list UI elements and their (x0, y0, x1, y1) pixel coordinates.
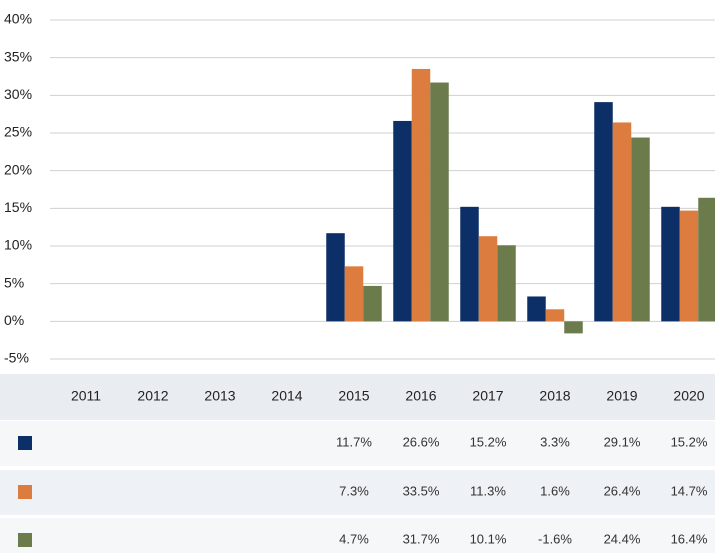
y-tick-label: 5% (4, 274, 24, 290)
table-cell: 4.7% (339, 531, 369, 546)
table-cell: 10.1% (470, 531, 507, 546)
y-tick-label: 35% (4, 48, 32, 64)
bar (344, 266, 364, 322)
bar (631, 137, 650, 322)
bar (527, 296, 546, 322)
table-header-label: 2019 (606, 388, 637, 404)
table-cell: 33.5% (403, 483, 440, 498)
table-cell: 24.4% (604, 531, 641, 546)
table-cell: 11.7% (336, 434, 372, 449)
legend-swatch (18, 533, 32, 547)
bar (612, 122, 632, 322)
table-row-bg (0, 470, 715, 515)
bar (430, 82, 449, 322)
legend-swatch (18, 485, 32, 499)
bar (460, 206, 479, 322)
table-header-label: 2014 (271, 388, 302, 404)
table-header-label: 2011 (71, 388, 101, 404)
table-cell: 15.2% (470, 434, 507, 449)
y-tick-label: 0% (4, 312, 24, 328)
table-cell: 31.7% (403, 531, 440, 546)
table-row-bg (0, 518, 715, 553)
y-tick-label: -5% (4, 350, 29, 366)
bar (363, 285, 382, 322)
table-header-bg (0, 374, 715, 420)
table-header-label: 2017 (472, 388, 503, 404)
y-tick-label: 30% (4, 86, 32, 102)
bar (661, 206, 680, 322)
table-header-label: 2016 (405, 388, 436, 404)
table-header-label: 2015 (338, 388, 369, 404)
table-cell: 11.3% (470, 483, 506, 498)
table-cell: 16.4% (671, 531, 708, 546)
y-tick-label: 10% (4, 237, 32, 253)
table-cell: 1.6% (540, 483, 570, 498)
table-cell: 29.1% (604, 434, 641, 449)
y-tick-label: 20% (4, 161, 32, 177)
table-cell: 7.3% (339, 483, 369, 498)
bar (679, 210, 699, 322)
y-tick-label: 15% (4, 199, 32, 215)
bar (564, 321, 583, 334)
bar (594, 102, 613, 322)
table-header-label: 2013 (204, 388, 235, 404)
table-cell: 26.6% (403, 434, 440, 449)
table-cell: -1.6% (538, 531, 572, 546)
bar (478, 236, 498, 322)
table-cell: 26.4% (604, 483, 641, 498)
table-cell: 3.3% (540, 434, 570, 449)
bar (497, 245, 516, 322)
bar (411, 68, 431, 322)
bar (545, 309, 565, 322)
table-header-label: 2012 (137, 388, 168, 404)
y-tick-label: 40% (4, 11, 32, 27)
bar (326, 233, 345, 322)
y-tick-label: 25% (4, 124, 32, 140)
table-header-label: 2020 (673, 388, 704, 404)
bar (393, 120, 412, 322)
legend-swatch (18, 436, 32, 450)
table-cell: 15.2% (671, 434, 708, 449)
table-header-label: 2018 (539, 388, 570, 404)
bar (698, 197, 715, 322)
table-row-bg (0, 421, 715, 466)
table-cell: 14.7% (671, 483, 708, 498)
